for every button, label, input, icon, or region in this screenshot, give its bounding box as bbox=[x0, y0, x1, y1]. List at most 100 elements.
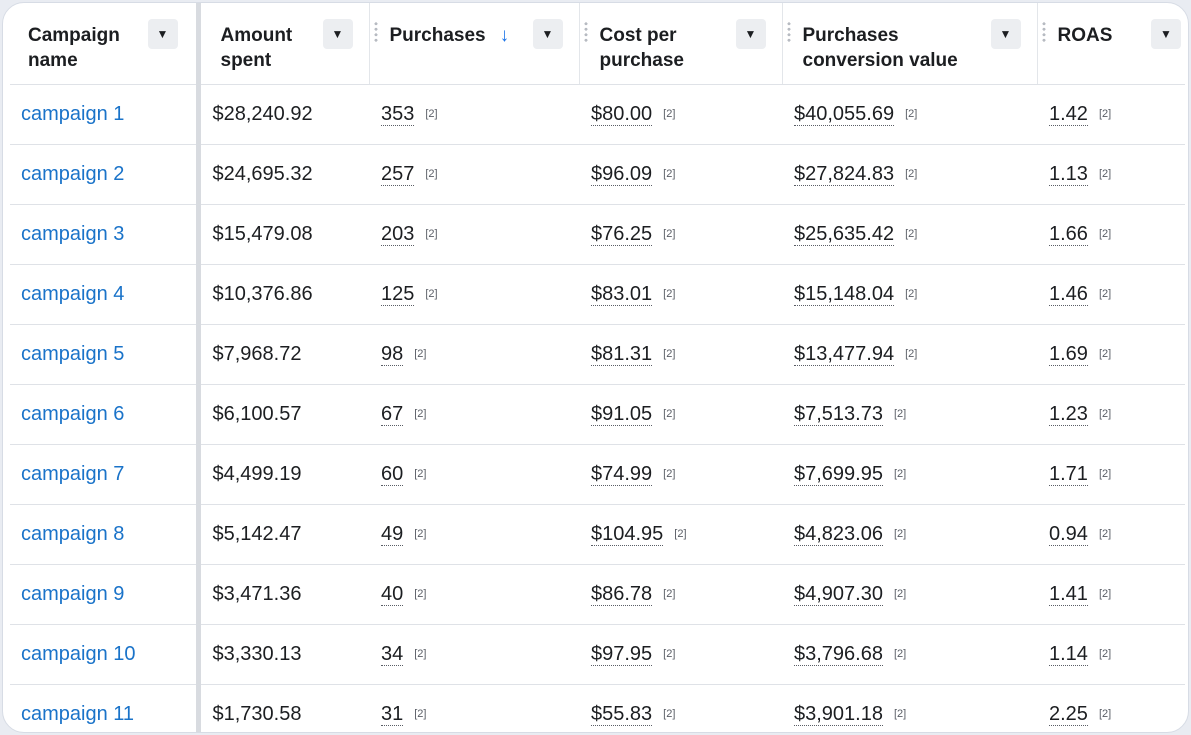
metric-value[interactable]: $97.95 bbox=[591, 642, 653, 666]
metric-value[interactable]: 1.23 bbox=[1049, 402, 1088, 426]
metric-value[interactable]: 353 bbox=[381, 102, 415, 126]
metric-value[interactable]: 67 bbox=[381, 402, 404, 426]
metric-value[interactable]: $76.25 bbox=[591, 222, 653, 246]
cost-per-purchase-cell: $91.05 [2] bbox=[579, 384, 782, 445]
column-menu-dropdown-icon[interactable]: ▼ bbox=[1151, 19, 1181, 49]
column-menu-dropdown-icon[interactable]: ▼ bbox=[735, 19, 766, 49]
campaign-link[interactable]: campaign 10 bbox=[21, 642, 136, 665]
cost-per-purchase-cell: $81.31 [2] bbox=[579, 324, 782, 385]
campaign-link[interactable]: campaign 7 bbox=[21, 462, 125, 485]
purchases-cell: 98 [2] bbox=[369, 324, 579, 385]
conversion-value-cell: $3,796.68 [2] bbox=[782, 624, 1037, 685]
amount-spent-cell: $3,471.36 bbox=[198, 564, 369, 625]
metric-value[interactable]: 1.14 bbox=[1049, 642, 1088, 666]
amount-spent-cell: $6,100.57 bbox=[198, 384, 369, 445]
metric-value[interactable]: $104.95 bbox=[591, 522, 664, 546]
cost-per-purchase-cell: $104.95 [2] bbox=[579, 504, 782, 565]
footnote-marker: [2] bbox=[663, 348, 676, 361]
column-header-label: purchase bbox=[599, 50, 684, 71]
column-header-label: name bbox=[28, 50, 78, 71]
metric-value[interactable]: $15,148.04 bbox=[794, 282, 895, 306]
metric-value[interactable]: $55.83 bbox=[591, 702, 653, 726]
metric-value[interactable]: $83.01 bbox=[591, 282, 653, 306]
metric-value[interactable]: 0.94 bbox=[1049, 522, 1088, 546]
roas-cell: 0.94 [2] bbox=[1037, 504, 1185, 565]
metric-value[interactable]: $4,823.06 bbox=[794, 522, 883, 546]
metric-value[interactable]: 2.25 bbox=[1049, 702, 1088, 726]
roas-cell: 1.71 [2] bbox=[1037, 444, 1185, 505]
metric-value[interactable]: 98 bbox=[381, 342, 404, 366]
metric-value[interactable]: $3,796.68 bbox=[794, 642, 883, 666]
metric-value[interactable]: $86.78 bbox=[591, 582, 653, 606]
campaign-link[interactable]: campaign 1 bbox=[21, 102, 125, 125]
drag-handle-icon[interactable] bbox=[583, 21, 588, 43]
drag-handle-icon[interactable] bbox=[1041, 21, 1046, 43]
metric-value[interactable]: $80.00 bbox=[591, 102, 653, 126]
campaign-link[interactable]: campaign 5 bbox=[21, 342, 125, 365]
footnote-marker: [2] bbox=[414, 708, 427, 721]
column-header-label: Purchases bbox=[389, 25, 486, 46]
drag-handle-icon[interactable] bbox=[786, 21, 791, 43]
table-header-row: Campaign name ▼ Amount spent ▼ Purchases… bbox=[10, 3, 1185, 85]
column-header-campaign-name[interactable]: Campaign name ▼ bbox=[10, 3, 201, 85]
footnote-marker: [2] bbox=[1098, 708, 1112, 721]
metric-value[interactable]: 1.41 bbox=[1049, 582, 1088, 606]
footnote-marker: [2] bbox=[414, 468, 427, 481]
table-row: campaign 10 $3,330.13 34 [2] $97.95 [2] $3,796… bbox=[10, 624, 1185, 685]
metric-value[interactable]: 1.69 bbox=[1049, 342, 1088, 366]
drag-handle-icon[interactable] bbox=[373, 21, 378, 43]
footnote-marker: [2] bbox=[893, 588, 907, 601]
footnote-marker: [2] bbox=[1098, 348, 1112, 361]
purchases-cell: 34 [2] bbox=[369, 624, 579, 685]
metric-value[interactable]: $7,699.95 bbox=[794, 462, 883, 486]
metric-value[interactable]: $74.99 bbox=[591, 462, 653, 486]
campaign-link[interactable]: campaign 11 bbox=[21, 702, 135, 725]
metric-value[interactable]: 125 bbox=[381, 282, 415, 306]
purchases-cell: 257 [2] bbox=[369, 144, 579, 205]
roas-cell: 1.69 [2] bbox=[1037, 324, 1185, 385]
metric-value[interactable]: 1.66 bbox=[1049, 222, 1088, 246]
column-header-label: Cost per bbox=[599, 25, 677, 46]
metric-value[interactable]: $81.31 bbox=[591, 342, 653, 366]
campaign-link[interactable]: campaign 8 bbox=[21, 522, 125, 545]
purchases-cell: 40 [2] bbox=[369, 564, 579, 625]
campaign-link[interactable]: campaign 4 bbox=[21, 282, 125, 305]
column-header-roas[interactable]: ROAS ▼ bbox=[1037, 3, 1185, 85]
metric-value[interactable]: 40 bbox=[381, 582, 404, 606]
metric-value[interactable]: $7,513.73 bbox=[794, 402, 883, 426]
metric-value[interactable]: $3,901.18 bbox=[794, 702, 883, 726]
column-menu-dropdown-icon[interactable]: ▼ bbox=[322, 19, 353, 49]
metric-value[interactable]: 1.46 bbox=[1049, 282, 1088, 306]
amount-spent-cell: $24,695.32 bbox=[198, 144, 369, 205]
column-menu-dropdown-icon[interactable]: ▼ bbox=[147, 19, 178, 49]
column-menu-dropdown-icon[interactable]: ▼ bbox=[532, 19, 563, 49]
metric-value[interactable]: 1.71 bbox=[1049, 462, 1088, 486]
metric-value[interactable]: $25,635.42 bbox=[794, 222, 895, 246]
metric-value[interactable]: $91.05 bbox=[591, 402, 653, 426]
metric-value[interactable]: 1.13 bbox=[1049, 162, 1088, 186]
metric-value[interactable]: 257 bbox=[381, 162, 415, 186]
metric-value[interactable]: $96.09 bbox=[591, 162, 653, 186]
metric-value[interactable]: 31 bbox=[381, 702, 404, 726]
campaign-link[interactable]: campaign 6 bbox=[21, 402, 125, 425]
footnote-marker: [2] bbox=[425, 228, 438, 241]
metric-value[interactable]: 203 bbox=[381, 222, 415, 246]
column-menu-dropdown-icon[interactable]: ▼ bbox=[990, 19, 1021, 49]
column-header-amount-spent[interactable]: Amount spent ▼ bbox=[198, 3, 370, 85]
campaign-link[interactable]: campaign 9 bbox=[21, 582, 125, 605]
metric-value[interactable]: 34 bbox=[381, 642, 404, 666]
column-header-cost-per-purchase[interactable]: Cost per purchase ▼ bbox=[579, 3, 783, 85]
metric-value[interactable]: $4,907.30 bbox=[794, 582, 883, 606]
metric-value[interactable]: $40,055.69 bbox=[794, 102, 895, 126]
metric-value[interactable]: 49 bbox=[381, 522, 404, 546]
conversion-value-cell: $13,477.94 [2] bbox=[782, 324, 1037, 385]
metric-value[interactable]: 60 bbox=[381, 462, 404, 486]
metric-value[interactable]: 1.42 bbox=[1049, 102, 1088, 126]
table-row: campaign 2 $24,695.32 257 [2] $96.09 [2] $27,8… bbox=[10, 144, 1185, 205]
campaign-link[interactable]: campaign 3 bbox=[21, 222, 125, 245]
campaign-link[interactable]: campaign 2 bbox=[21, 162, 125, 185]
metric-value[interactable]: $13,477.94 bbox=[794, 342, 895, 366]
metric-value[interactable]: $27,824.83 bbox=[794, 162, 895, 186]
column-header-purchases[interactable]: Purchases ↓ ▼ bbox=[369, 3, 580, 85]
column-header-purchases-conversion-value[interactable]: Purchases conversion value ▼ bbox=[782, 3, 1038, 85]
